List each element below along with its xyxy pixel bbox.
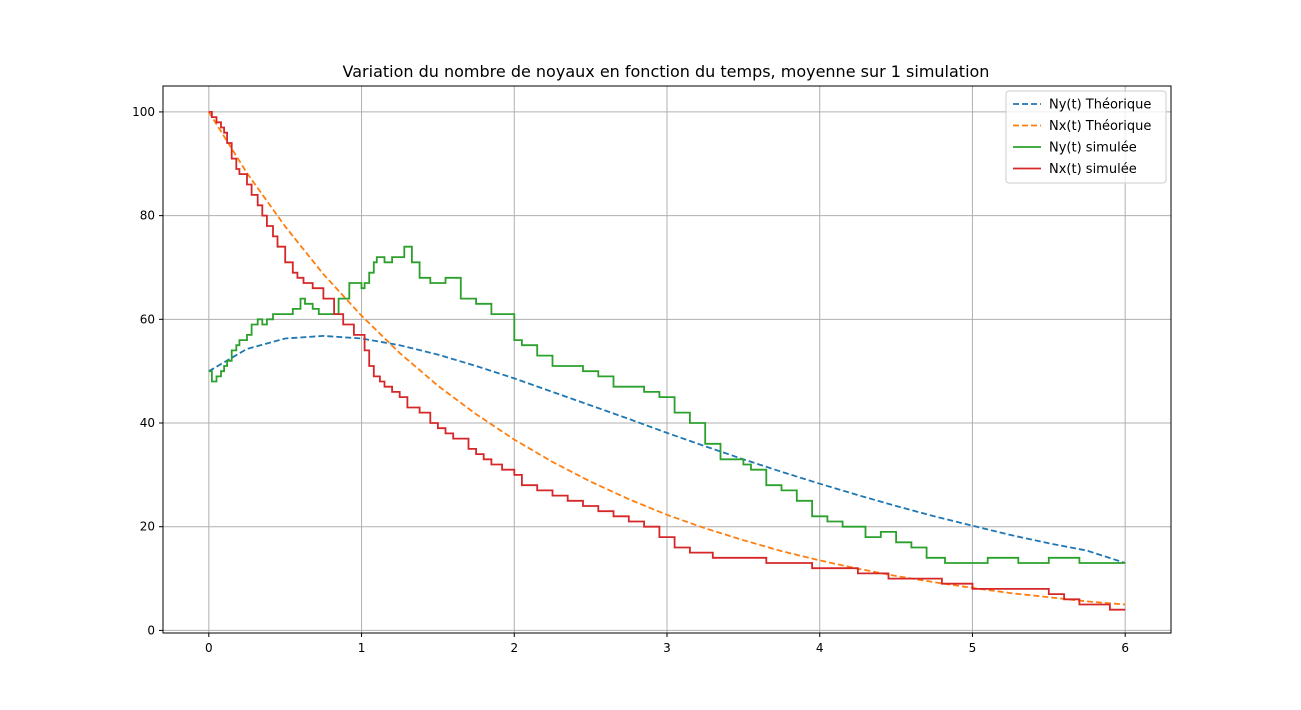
series-line-4	[208, 111, 1126, 611]
legend-label: Ny(t) Théorique	[1049, 98, 1151, 113]
y-tick-label: 40	[140, 416, 155, 430]
x-tick-label: 3	[663, 641, 671, 655]
x-tick-label: 1	[358, 641, 366, 655]
legend-box	[1005, 90, 1167, 184]
y-tick-label: 80	[140, 209, 155, 223]
x-tick-label: 5	[969, 641, 977, 655]
x-tick-label: 0	[205, 641, 213, 655]
x-tick-label: 6	[1121, 641, 1129, 655]
x-tick-label: 4	[816, 641, 824, 655]
y-tick-label: 0	[147, 623, 155, 637]
plot-lines	[208, 111, 1126, 611]
series-line-3	[208, 245, 1126, 564]
legend-label: Nx(t) simulée	[1049, 162, 1137, 177]
grid	[163, 86, 1171, 633]
series-line-1	[208, 334, 1126, 564]
legend-label: Nx(t) Théorique	[1049, 119, 1151, 134]
legend: Ny(t) Théorique Nx(t) Théorique Ny(t) simu…	[1005, 90, 1167, 184]
y-tick-label: 100	[132, 105, 155, 119]
plot-frame	[162, 85, 1172, 634]
legend-label: Ny(t) simulée	[1049, 141, 1137, 156]
y-tick-label: 60	[140, 312, 155, 326]
chart-title: Variation du nombre de noyaux en fonctio…	[343, 62, 990, 81]
x-tick-label: 2	[510, 641, 518, 655]
y-tick-label: 20	[140, 520, 155, 534]
